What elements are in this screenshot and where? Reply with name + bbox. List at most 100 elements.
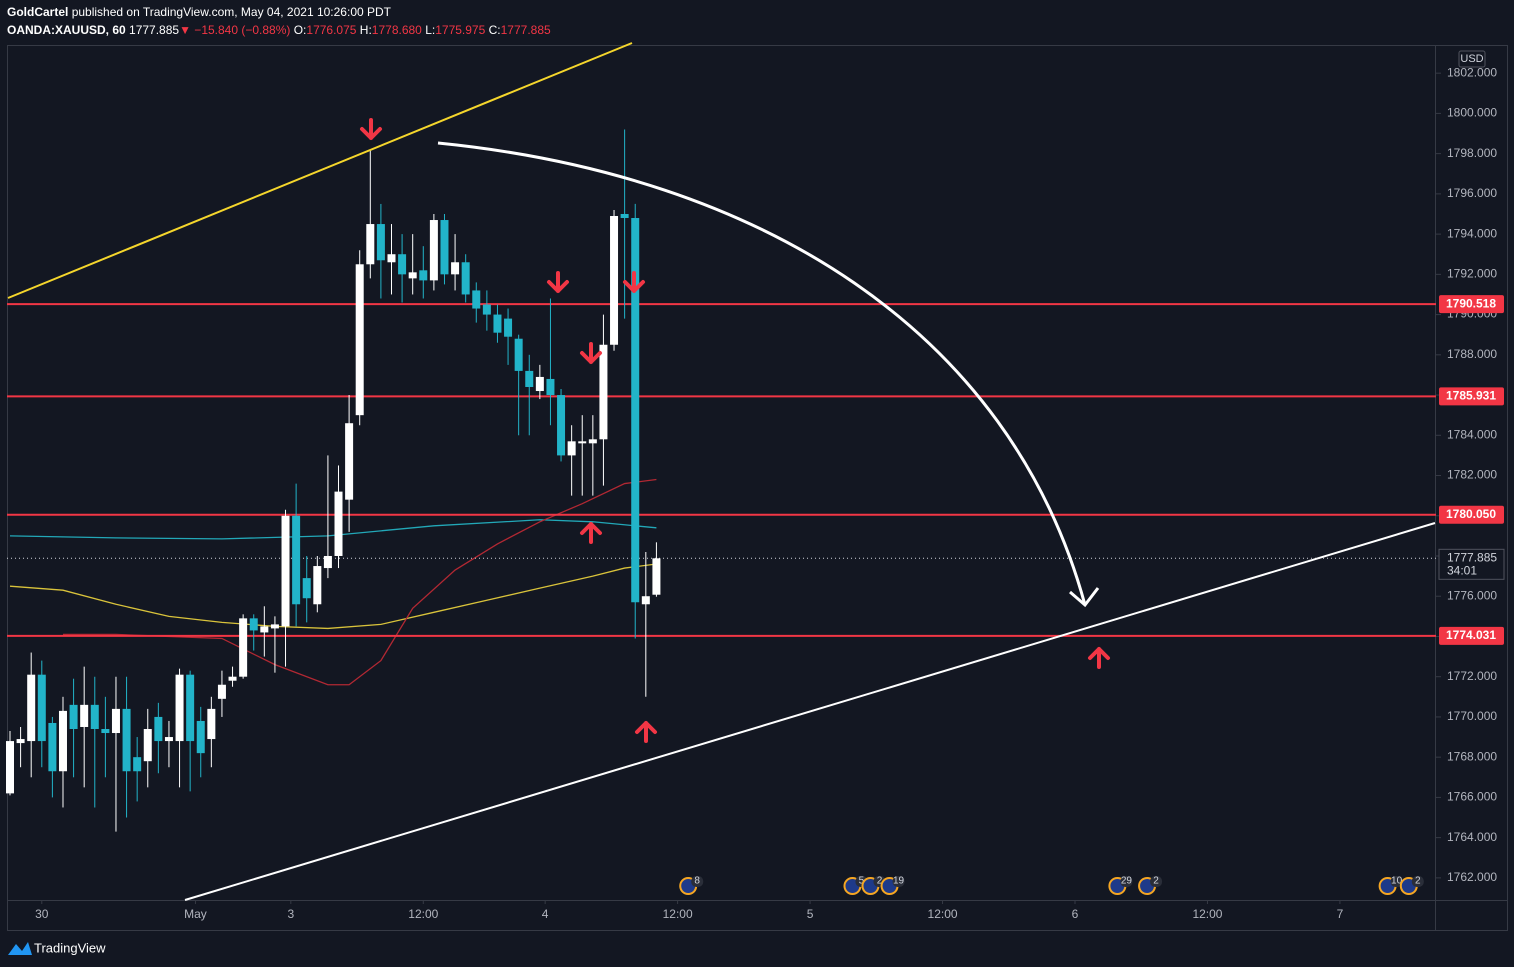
moving-average bbox=[62, 478, 657, 686]
event-count: 19 bbox=[893, 876, 905, 887]
event-count: 29 bbox=[1121, 876, 1133, 887]
candle-body bbox=[260, 626, 269, 633]
candle-body bbox=[302, 578, 311, 599]
publish-line: GoldCartel published on TradingView.com,… bbox=[7, 3, 551, 21]
y-tick-label: 1762.000 bbox=[1447, 870, 1497, 884]
candle-body bbox=[493, 314, 502, 333]
x-tick-label: 7 bbox=[1337, 907, 1344, 921]
candle-body bbox=[376, 224, 385, 261]
x-tick-label: 12:00 bbox=[408, 907, 438, 921]
candle-body bbox=[578, 441, 587, 444]
change: ▼ −15.840 (−0.88%) bbox=[179, 23, 291, 37]
candle-body bbox=[196, 720, 205, 754]
candle-body bbox=[101, 729, 110, 734]
level-label-box bbox=[1439, 626, 1504, 645]
down-arrow bbox=[360, 118, 382, 140]
y-tick-label: 1802.000 bbox=[1447, 65, 1497, 79]
event-count-box bbox=[691, 876, 704, 887]
x-tick-label: 3 bbox=[287, 907, 294, 921]
symbol: OANDA:XAUUSD, 60 bbox=[7, 23, 126, 37]
candle-body bbox=[16, 739, 25, 744]
level-label-box bbox=[1439, 295, 1504, 314]
candle-body bbox=[557, 395, 566, 456]
candle-body bbox=[217, 684, 226, 699]
candle-body bbox=[535, 376, 544, 392]
event-marker: 10 bbox=[1378, 876, 1403, 895]
y-tick-label: 1782.000 bbox=[1447, 468, 1497, 482]
plot-border bbox=[7, 45, 1508, 931]
y-tick-label: 1784.000 bbox=[1447, 427, 1497, 441]
o-label: O: bbox=[293, 23, 307, 37]
y-tick-label: 1800.000 bbox=[1447, 106, 1497, 120]
candle-body bbox=[355, 264, 364, 416]
candle-body bbox=[207, 708, 216, 740]
candle-body bbox=[472, 290, 481, 309]
header: GoldCartel published on TradingView.com,… bbox=[7, 3, 551, 39]
candle-body bbox=[58, 710, 67, 772]
y-tick-label: 1798.000 bbox=[1447, 146, 1497, 160]
published: published on TradingView.com, May 04, 20… bbox=[71, 5, 391, 19]
currency-box bbox=[1458, 50, 1486, 68]
l-value: 1775.975 bbox=[435, 23, 486, 37]
event-count: 5 bbox=[859, 876, 865, 887]
up-arrow bbox=[1088, 647, 1110, 669]
x-tick-label: 4 bbox=[542, 907, 549, 921]
candle-body bbox=[228, 676, 237, 681]
footer: TradingView bbox=[8, 940, 106, 955]
down-arrow bbox=[580, 342, 602, 364]
moving-average bbox=[9, 563, 657, 630]
candle-body bbox=[366, 224, 375, 265]
candle-body bbox=[334, 491, 343, 556]
projection-arrow bbox=[437, 141, 1087, 606]
x-tick-label: May bbox=[184, 907, 207, 921]
candle-body bbox=[313, 566, 322, 605]
candle-body bbox=[133, 757, 142, 772]
x-tick-label: 30 bbox=[35, 907, 49, 921]
countdown: 34:01 bbox=[1447, 563, 1477, 577]
candle-body bbox=[451, 262, 460, 275]
x-tick-label: 12:00 bbox=[1192, 907, 1222, 921]
candle-body bbox=[440, 220, 449, 275]
candle-body bbox=[514, 338, 523, 371]
level-label: 1774.031 bbox=[1446, 628, 1496, 642]
event-marker: 29 bbox=[1108, 876, 1133, 895]
x-tick-label: 12:00 bbox=[928, 907, 958, 921]
down-arrow bbox=[547, 271, 569, 293]
frame bbox=[7, 45, 1508, 931]
layers: 1762.000 1764.000 1766.000 1768.000 1770.000… bbox=[6, 50, 1505, 921]
level-label-box bbox=[1439, 505, 1504, 524]
candle-body bbox=[525, 370, 534, 387]
candle-body bbox=[408, 272, 417, 279]
brand-logo bbox=[8, 942, 32, 955]
last-price-box bbox=[1438, 548, 1505, 580]
candle-body bbox=[567, 441, 576, 456]
candle-body bbox=[37, 674, 46, 742]
up-arrow bbox=[580, 522, 602, 544]
event-count-box bbox=[1150, 876, 1163, 887]
candle-body bbox=[154, 716, 163, 742]
candle-body bbox=[122, 708, 131, 772]
price: 1777.885 bbox=[129, 23, 180, 37]
candle-body bbox=[387, 254, 396, 263]
candle-body bbox=[482, 304, 491, 315]
y-tick-label: 1770.000 bbox=[1447, 709, 1497, 723]
x-tick-label: 12:00 bbox=[663, 907, 693, 921]
level-label-box bbox=[1439, 387, 1504, 406]
y-tick-label: 1794.000 bbox=[1447, 226, 1497, 240]
level-label: 1785.931 bbox=[1446, 389, 1496, 403]
candle-body bbox=[631, 218, 640, 603]
event-marker: 5 bbox=[843, 876, 868, 895]
brand-name: TradingView bbox=[34, 940, 106, 955]
event-count-box bbox=[892, 876, 905, 887]
candle-body bbox=[461, 262, 470, 295]
candle-body bbox=[292, 515, 301, 605]
candle-body bbox=[419, 270, 428, 281]
candle-body bbox=[111, 708, 120, 734]
candle-body bbox=[398, 254, 407, 275]
candle-body bbox=[641, 596, 650, 605]
author: GoldCartel bbox=[7, 5, 69, 19]
trend-line-upper bbox=[7, 42, 633, 299]
event-count-box bbox=[1120, 876, 1133, 887]
y-tick-label: 1776.000 bbox=[1447, 588, 1497, 602]
